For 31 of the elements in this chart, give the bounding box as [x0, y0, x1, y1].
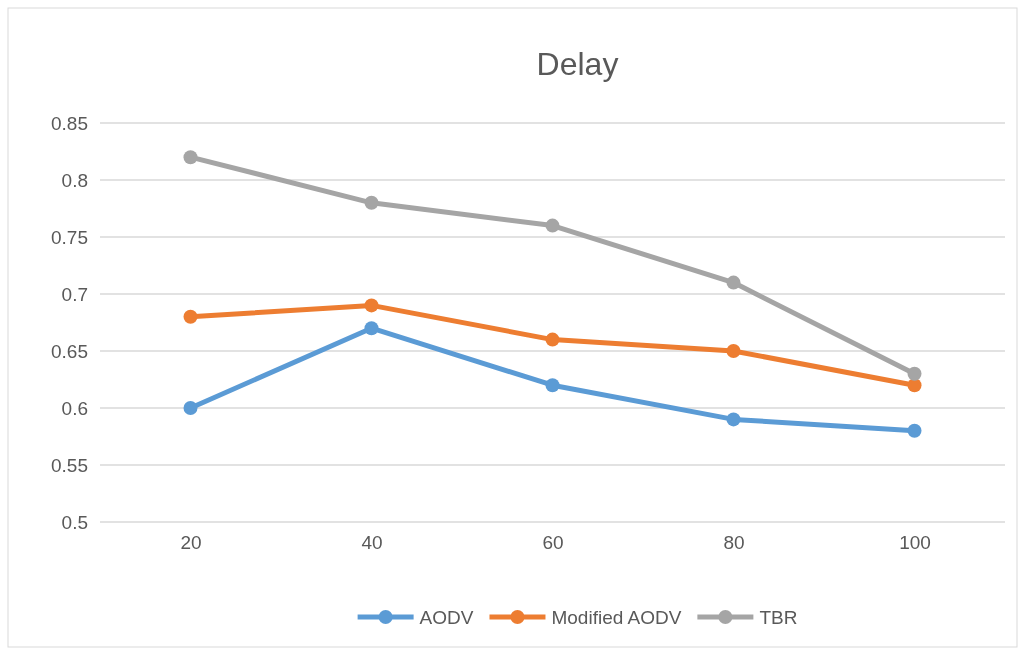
point — [183, 150, 198, 165]
point — [545, 378, 560, 393]
point — [726, 275, 741, 290]
point — [726, 412, 741, 427]
point — [364, 321, 379, 336]
legend-label: Modified AODV — [551, 606, 682, 628]
legend-label: AODV — [419, 606, 474, 628]
chart-title: Delay — [536, 46, 619, 82]
y-tick-label: 0.65 — [51, 340, 88, 362]
point — [183, 309, 198, 324]
legend-label: TBR — [759, 606, 798, 628]
x-tick-label: 20 — [180, 532, 202, 554]
y-tick-label: 0.6 — [61, 397, 88, 419]
y-tick-label: 0.7 — [61, 283, 88, 305]
point — [364, 298, 379, 313]
x-tick-label: 40 — [361, 532, 383, 554]
y-tick-label: 0.8 — [61, 169, 88, 191]
y-tick-label: 0.55 — [51, 454, 88, 476]
point — [364, 195, 379, 210]
y-tick-label: 0.85 — [51, 112, 88, 134]
y-tick-label: 0.75 — [51, 226, 88, 248]
x-tick-label: 60 — [542, 532, 564, 554]
point — [907, 423, 922, 438]
point — [545, 218, 560, 233]
point — [545, 332, 560, 347]
point — [907, 366, 922, 381]
point — [183, 401, 198, 415]
point — [726, 344, 741, 358]
y-tick-label: 0.5 — [61, 511, 88, 533]
x-tick-label: 100 — [899, 532, 931, 554]
x-tick-label: 80 — [723, 532, 745, 554]
